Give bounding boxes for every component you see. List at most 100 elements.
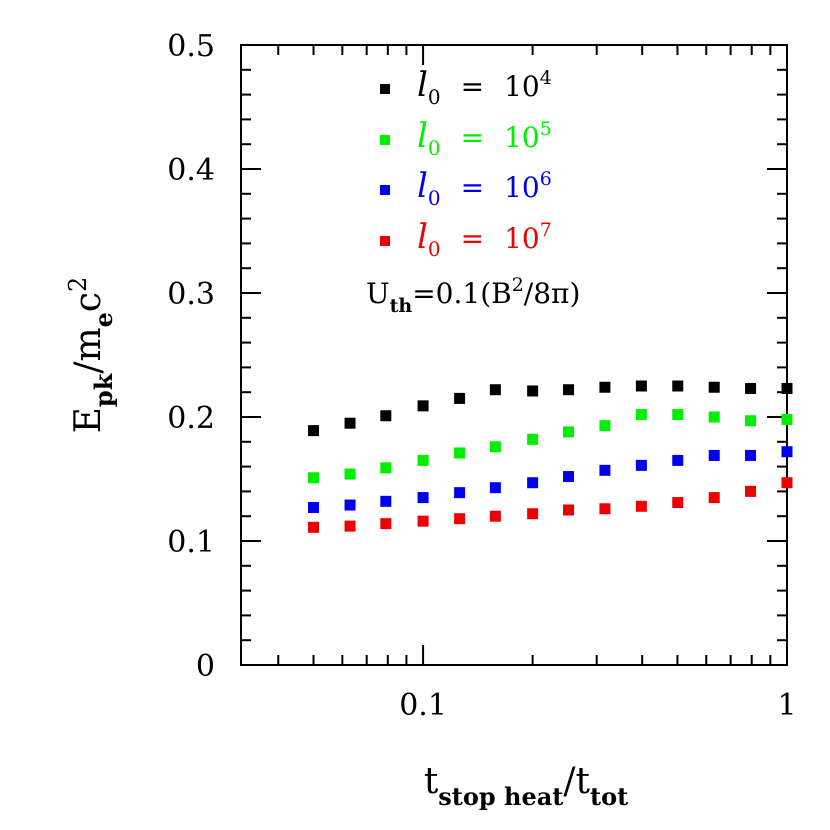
data-point <box>489 510 501 522</box>
legend-label-part: 10 <box>504 70 540 103</box>
data-point <box>527 385 539 397</box>
y-tick-label: 0.2 <box>167 401 215 436</box>
data-points <box>308 380 793 533</box>
data-point <box>563 384 575 396</box>
data-point <box>344 499 356 511</box>
data-point <box>599 381 611 393</box>
legend-label: l0 = 104 <box>417 65 552 109</box>
annotation-sub: th <box>390 295 413 317</box>
data-point <box>708 381 720 393</box>
data-point <box>344 468 356 480</box>
data-point <box>708 411 720 423</box>
y-axis-title: Epk/mec2 <box>64 277 118 434</box>
legend-label-part: = <box>461 121 484 154</box>
data-point <box>745 485 757 497</box>
data-point <box>417 515 429 527</box>
y-tick-label: 0 <box>196 649 215 684</box>
legend-label-part: = <box>461 171 484 204</box>
annotation-rhs-pre: =0.1(B <box>412 277 512 310</box>
legend-label-part: 0 <box>428 237 441 261</box>
legend-label: l0 = 106 <box>417 166 552 210</box>
annotation-sup: 2 <box>512 274 524 296</box>
data-point <box>380 410 392 422</box>
y-tick-label: 0.1 <box>167 525 215 560</box>
legend-label-part: 0 <box>428 186 441 210</box>
legend-label: l0 = 107 <box>417 217 552 261</box>
data-point <box>599 464 611 476</box>
legend-label-part: l <box>417 166 428 206</box>
axis-ticks <box>241 44 788 666</box>
data-point <box>344 520 356 532</box>
legend-label-part: l <box>417 65 428 105</box>
data-point <box>308 472 320 484</box>
data-point <box>380 518 392 530</box>
legend-swatch <box>380 236 390 246</box>
data-point <box>527 433 539 445</box>
data-point <box>489 482 501 494</box>
legend-label-part: 0 <box>428 85 441 109</box>
legend-label-part: 4 <box>540 67 552 89</box>
y-axis-title-sub2: e <box>89 312 118 327</box>
legend-label-part: 10 <box>504 222 540 255</box>
y-axis-title-mid: /m <box>68 327 109 373</box>
data-point <box>527 477 539 489</box>
legend-label-part: l <box>417 217 428 257</box>
y-axis-title-sub1: pk <box>89 372 118 407</box>
data-point <box>599 503 611 515</box>
x-axis-title-sub2: tot <box>590 782 628 811</box>
data-point <box>781 477 793 489</box>
legend-swatch <box>380 185 390 195</box>
y-tick-label: 0.4 <box>167 153 215 188</box>
data-point <box>599 420 611 432</box>
legend-label-part: 10 <box>504 121 540 154</box>
y-axis-title-main: E <box>68 407 109 433</box>
legend-label-part: = <box>461 70 484 103</box>
data-point <box>563 426 575 438</box>
data-point <box>344 417 356 429</box>
x-tick-label: 0.1 <box>399 688 447 723</box>
legend-label-part: 0 <box>428 136 441 160</box>
data-point <box>417 454 429 466</box>
tick-labels: 0.1 100.10.20.30.40.5 <box>167 29 796 723</box>
data-point <box>781 446 793 458</box>
data-point <box>380 462 392 474</box>
data-point <box>635 459 647 471</box>
legend-swatch <box>380 135 390 145</box>
data-point <box>745 382 757 394</box>
data-point <box>454 487 466 499</box>
data-point <box>308 502 320 514</box>
data-point <box>635 409 647 421</box>
x-tick-label: 1 <box>777 688 796 723</box>
data-point <box>635 500 647 512</box>
data-point <box>745 449 757 461</box>
data-point <box>308 425 320 437</box>
data-point <box>708 449 720 461</box>
data-point <box>417 400 429 412</box>
annotation-lhs: U <box>366 277 390 310</box>
x-axis-title-mid: /t <box>563 761 590 802</box>
data-point <box>454 513 466 525</box>
legend-label-part: l <box>417 116 428 156</box>
data-point <box>672 454 684 466</box>
data-point <box>672 409 684 421</box>
data-point <box>527 508 539 520</box>
data-point <box>708 492 720 504</box>
data-point <box>635 380 647 392</box>
data-point <box>454 392 466 404</box>
data-point <box>380 495 392 507</box>
data-point <box>745 415 757 427</box>
legend-label-part: = <box>461 222 484 255</box>
y-tick-label: 0.5 <box>167 29 215 64</box>
data-point <box>563 471 575 483</box>
annotation-rhs-post: /8π) <box>524 277 581 310</box>
data-point <box>308 521 320 533</box>
y-axis-title-tail: c <box>68 292 109 312</box>
data-point <box>672 497 684 509</box>
data-point <box>489 384 501 396</box>
x-axis-title-sub1: stop heat <box>438 782 563 811</box>
x-axis-title: tstop heat/ttot <box>424 761 628 811</box>
plot-frame <box>240 44 788 666</box>
data-point <box>489 441 501 453</box>
